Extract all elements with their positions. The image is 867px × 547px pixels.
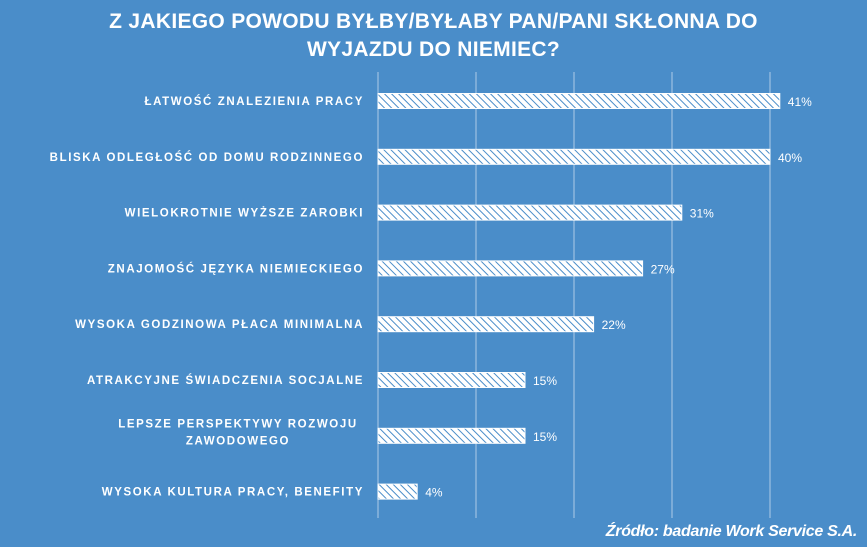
category-label-2: WIELOKROTNIE WYŻSZE ZAROBKI bbox=[125, 207, 364, 220]
bar-7 bbox=[377, 483, 418, 500]
chart-title-line-2: WYJAZDU DO NIEMIEC? bbox=[306, 38, 561, 61]
data-label-0: 41% bbox=[788, 95, 812, 109]
bar-1 bbox=[377, 148, 771, 165]
bar-4 bbox=[377, 316, 595, 333]
category-label-5: ATRAKCYJNE ŚWIADCZENIA SOCJALNE bbox=[87, 374, 364, 387]
data-label-1: 40% bbox=[778, 151, 802, 165]
bar-0 bbox=[377, 93, 781, 109]
data-label-3: 27% bbox=[651, 262, 675, 276]
category-label-4: WYSOKA GODZINOWA PŁACA MINIMALNA bbox=[75, 319, 364, 331]
data-label-7: 4% bbox=[425, 486, 443, 500]
bar-3 bbox=[377, 260, 644, 277]
category-label-6-line-0: LEPSZE PERSPEKTYWY ROZWOJU bbox=[118, 418, 357, 430]
chart-title-line-1: Z JAKIEGO POWODU BYŁBY/BYŁABY PAN/PANI S… bbox=[109, 10, 758, 33]
category-label-6-line-1: ZAWODOWEGO bbox=[186, 435, 290, 447]
bar-2 bbox=[377, 204, 683, 221]
category-label-0: ŁATWOŚĆ ZNALEZIENIA PRACY bbox=[144, 95, 364, 108]
chart-title: Z JAKIEGO POWODU BYŁBY/BYŁABY PAN/PANI S… bbox=[0, 8, 867, 64]
data-label-6: 15% bbox=[533, 430, 557, 444]
category-label-7: WYSOKA KULTURA PRACY, BENEFITY bbox=[102, 487, 364, 499]
bar-5 bbox=[377, 372, 526, 388]
category-label-3: ZNAJOMOŚĆ JĘZYKA NIEMIECKIEGO bbox=[108, 262, 364, 275]
data-label-2: 31% bbox=[690, 207, 714, 221]
data-label-4: 22% bbox=[602, 318, 626, 332]
category-label-1: BLISKA ODLEGŁOŚĆ OD DOMU RODZINNEGO bbox=[50, 151, 364, 164]
bar-6 bbox=[377, 427, 526, 444]
data-label-5: 15% bbox=[533, 374, 557, 388]
source-note: Źródło: badanie Work Service S.A. bbox=[605, 523, 858, 540]
